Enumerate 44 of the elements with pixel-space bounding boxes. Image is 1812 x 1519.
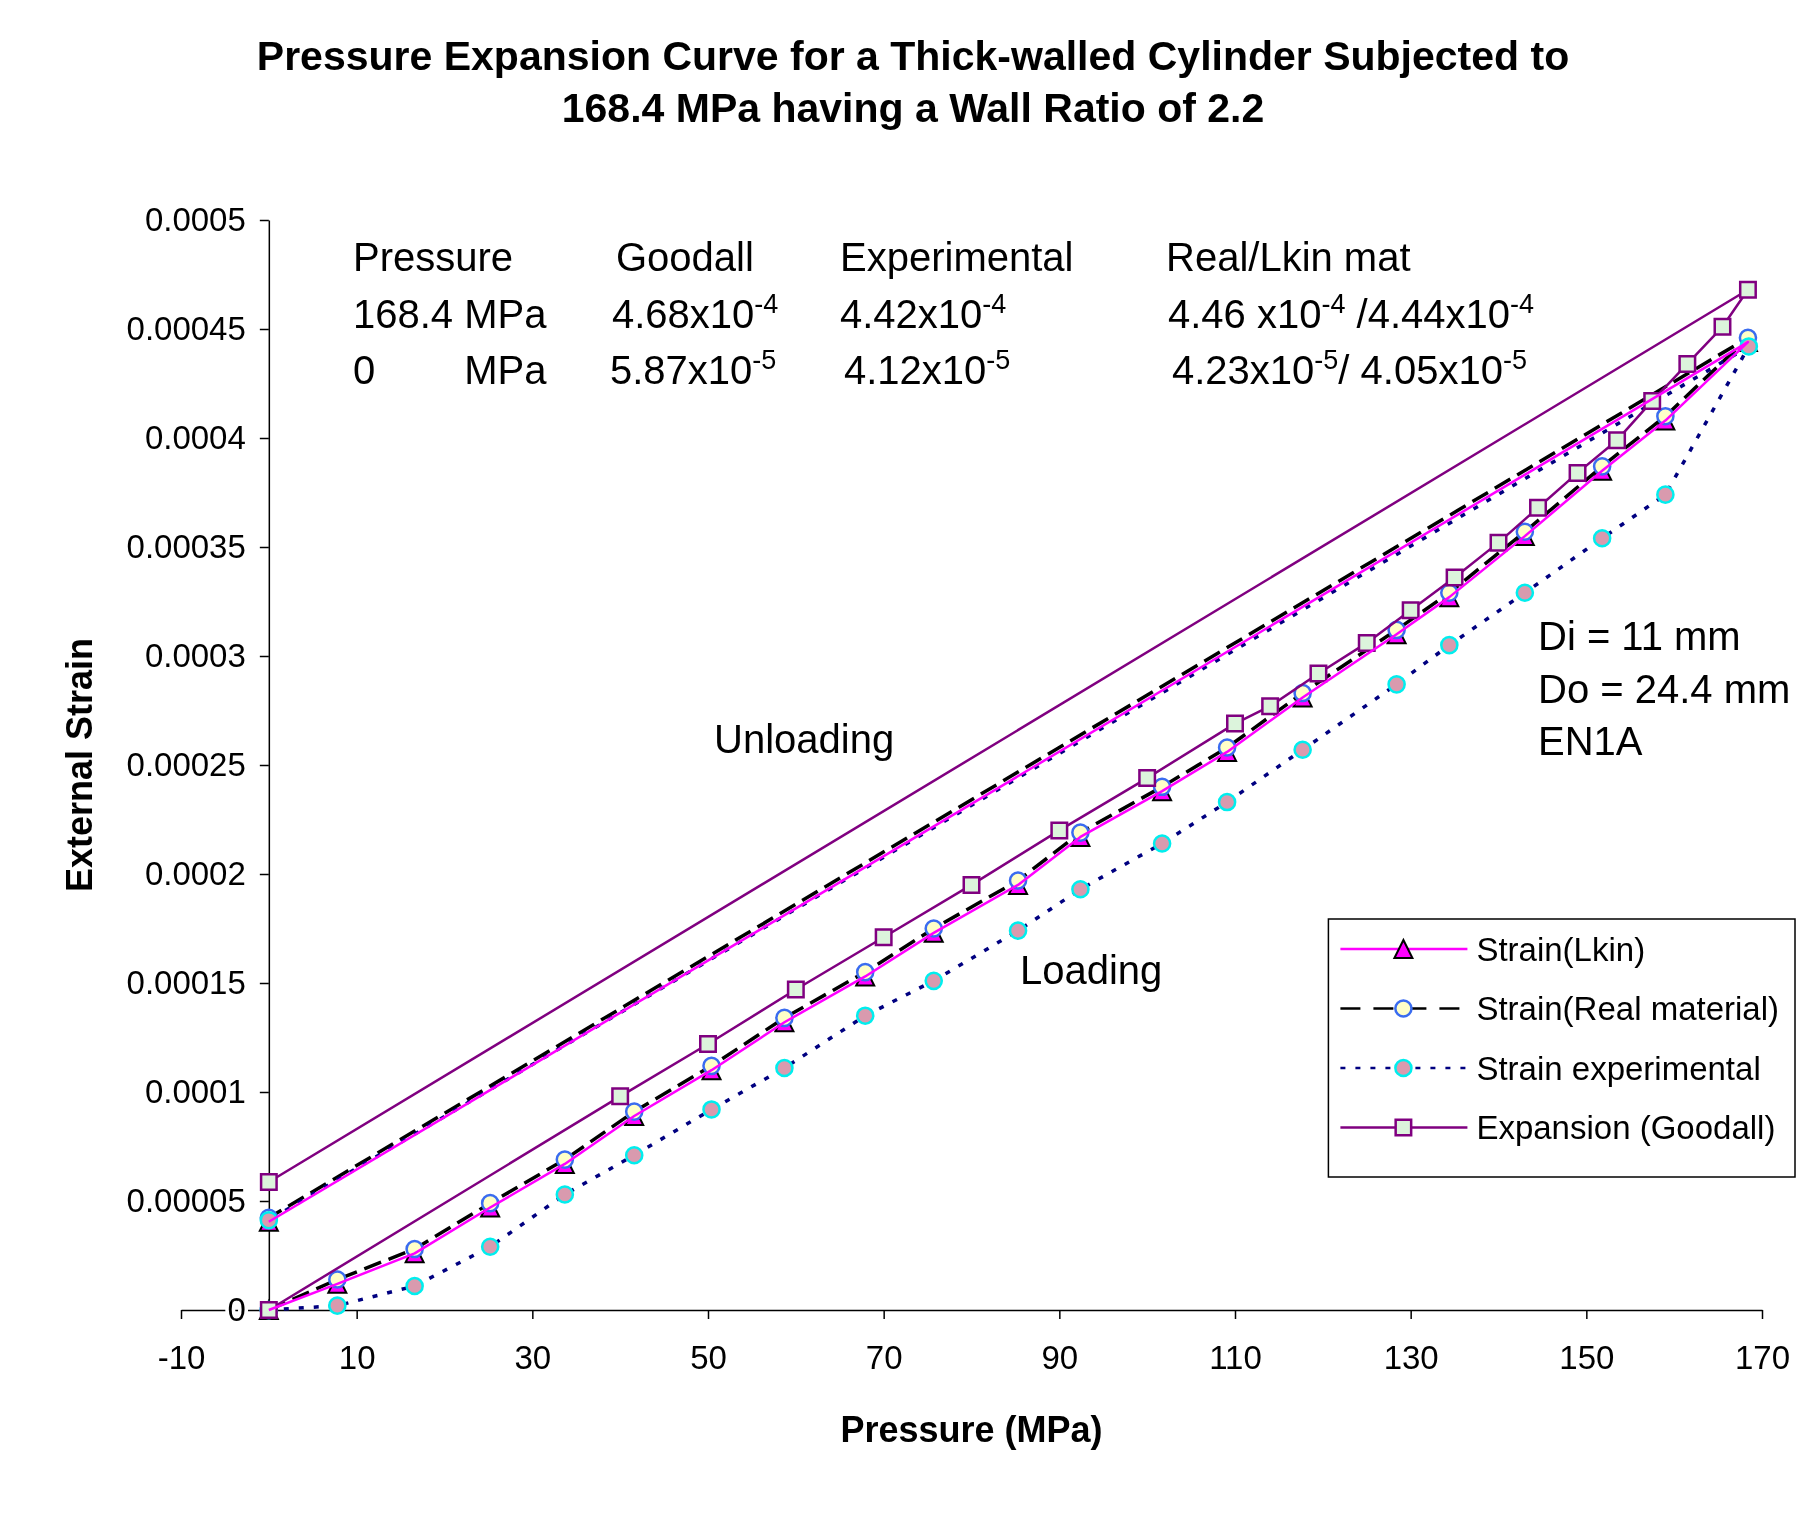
y-tick-label: 0.0003 bbox=[144, 637, 246, 675]
x-tick-label: -10 bbox=[157, 1339, 206, 1377]
annotation: Unloading bbox=[714, 717, 895, 761]
legend-label: Expansion (Goodall) bbox=[1476, 1109, 1776, 1147]
x-tick-label: 150 bbox=[1559, 1339, 1615, 1377]
x-tick-label: 130 bbox=[1383, 1339, 1439, 1377]
x-axis-title: Pressure (MPa) bbox=[840, 1409, 1103, 1450]
annotation: 4.12x10$^{-5}$ bbox=[844, 345, 1011, 392]
y-tick-label: 0.00005 bbox=[126, 1182, 246, 1220]
chart-title: Pressure Expansion Curve for a Thick-walled Cylinder Subjected to 168.4 MPa having a Wall Ratio of 2.2 bbox=[256, 33, 1570, 131]
legend-label: Strain(Real material) bbox=[1476, 990, 1779, 1028]
annotation: Di = 11 mm bbox=[1538, 614, 1741, 658]
annotation: Do = 24.4 mm bbox=[1538, 667, 1791, 711]
y-tick-label: 0.0005 bbox=[144, 201, 246, 239]
legend-label: Strain(Lkin) bbox=[1476, 930, 1646, 968]
y-axis-title: External Strain bbox=[59, 637, 100, 893]
x-tick-label: 30 bbox=[514, 1339, 552, 1377]
annotation: 4.23x10$^{-5}$/ 4.05x10$^{-5}$ bbox=[1172, 345, 1527, 392]
annotation: 5.87x10$^{-5}$ bbox=[610, 345, 777, 392]
y-tick-label: 0.00045 bbox=[126, 310, 246, 348]
annotation: Pressure bbox=[353, 235, 514, 279]
x-tick-label: 170 bbox=[1734, 1339, 1791, 1377]
x-tick-label: 70 bbox=[865, 1339, 903, 1377]
annotation: Experimental bbox=[840, 235, 1074, 279]
x-tick-label: 50 bbox=[690, 1339, 727, 1377]
y-tick-label: 0.00035 bbox=[126, 528, 246, 566]
annotation: Goodall bbox=[616, 235, 754, 279]
x-tick-label: 90 bbox=[1041, 1339, 1079, 1377]
x-tick-label: 110 bbox=[1209, 1339, 1262, 1377]
x-tick-label: 10 bbox=[338, 1339, 376, 1377]
legend-label: Strain experimental bbox=[1476, 1049, 1761, 1087]
y-tick-label: 0.0001 bbox=[144, 1073, 246, 1111]
y-tick-label: 0.00015 bbox=[126, 964, 246, 1002]
y-tick-label: 0.0004 bbox=[144, 419, 246, 457]
annotation: Loading bbox=[1020, 948, 1163, 992]
annotation: 0 MPa bbox=[353, 348, 548, 392]
annotation: 168.4 MPa bbox=[353, 292, 548, 336]
annotation: Real/Lkin mat bbox=[1166, 235, 1411, 279]
y-tick-label: 0.0002 bbox=[144, 855, 246, 893]
y-tick-label: 0.00025 bbox=[126, 746, 246, 784]
annotation: 4.46 x10$^{-4}$ /4.44x10$^{-4}$ bbox=[1168, 289, 1535, 336]
annotation: EN1A bbox=[1538, 719, 1643, 763]
annotation: 4.68x10$^{-4}$ bbox=[612, 289, 779, 336]
annotation: 4.42x10$^{-4}$ bbox=[840, 289, 1007, 336]
